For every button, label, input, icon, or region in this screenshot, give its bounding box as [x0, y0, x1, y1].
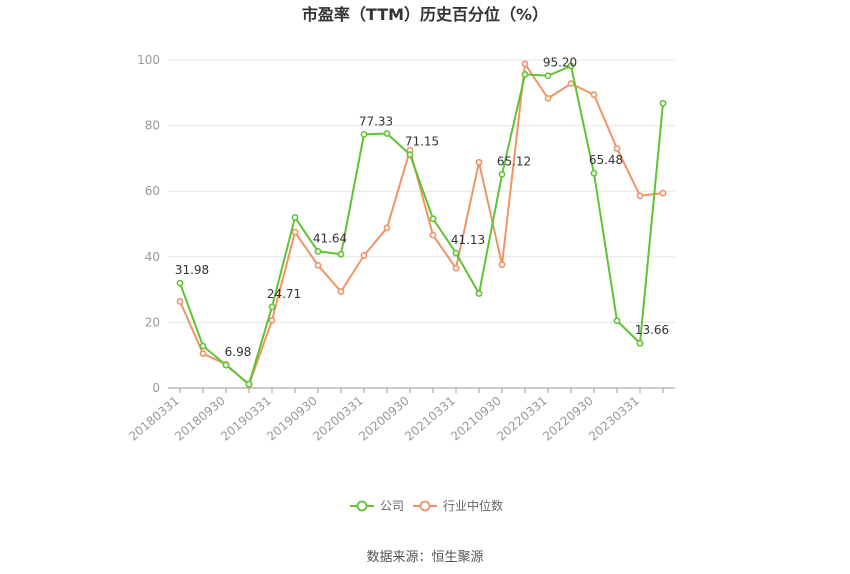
data-point — [383, 130, 391, 137]
x-tick-label: 20190930 — [264, 394, 320, 444]
data-point — [222, 361, 230, 369]
data-point — [613, 145, 621, 152]
y-tick-label: 80 — [145, 119, 160, 133]
data-label: 24.71 — [267, 287, 301, 301]
data-source: 数据来源：恒生聚源 — [366, 550, 483, 565]
data-point — [291, 228, 299, 236]
data-label: 65.12 — [497, 154, 531, 168]
x-tick-label: 20200331 — [310, 394, 366, 444]
data-point — [636, 339, 644, 347]
x-tick-label: 20200930 — [356, 394, 412, 444]
data-point — [659, 99, 667, 107]
data-point — [636, 192, 644, 200]
x-tick-label: 20180930 — [172, 394, 228, 444]
data-point — [176, 279, 184, 287]
series — [176, 60, 667, 389]
data-label: 41.13 — [451, 233, 485, 247]
data-point — [544, 72, 552, 80]
y-tick-label: 60 — [145, 184, 160, 198]
data-point — [337, 288, 345, 295]
axes: 0 20 40 60 80 100 2018033120180930201903312019… — [126, 53, 675, 444]
y-tick-label: 20 — [145, 315, 160, 329]
data-point — [498, 171, 506, 178]
chart-title: 市盈率（TTM）历史百分位（%） — [302, 5, 548, 24]
data-label: 65.48 — [589, 153, 623, 167]
data-label: 41.64 — [313, 231, 347, 245]
data-point — [291, 214, 299, 221]
data-point — [475, 158, 483, 166]
data-point — [360, 130, 368, 138]
data-point — [245, 380, 253, 388]
data-label: 71.15 — [405, 135, 439, 149]
data-label: 95.20 — [543, 56, 577, 70]
data-point — [383, 224, 391, 232]
data-point — [452, 264, 460, 272]
data-point — [268, 303, 276, 311]
data-point — [176, 298, 184, 305]
x-tick-label: 20190331 — [218, 394, 274, 444]
series-line-0 — [179, 64, 664, 386]
data-point — [314, 248, 322, 255]
data-point — [429, 231, 437, 239]
data-point — [544, 94, 552, 102]
data-label: 13.66 — [635, 323, 669, 337]
series-line-1 — [179, 62, 664, 386]
data-point — [406, 151, 414, 159]
data-point — [268, 317, 276, 324]
x-tick-label: 20180331 — [126, 394, 182, 444]
data-point — [337, 250, 345, 258]
data-point — [314, 261, 322, 269]
legend-item-0[interactable]: 公司 — [350, 499, 404, 513]
legend-label: 行业中位数 — [443, 498, 503, 513]
x-tick-label: 20220930 — [540, 394, 596, 444]
x-tick-label: 20210930 — [448, 394, 504, 444]
data-point — [659, 189, 667, 197]
data-point — [590, 91, 598, 99]
data-label: 6.98 — [225, 345, 252, 359]
y-tick-label: 0 — [152, 381, 160, 395]
y-tick-label: 40 — [145, 250, 160, 264]
data-labels: 31.98 6.98 24.71 41.64 77.33 71.15 41.13 65.12 9… — [175, 56, 669, 359]
data-point — [360, 252, 368, 259]
data-label: 31.98 — [175, 263, 209, 277]
data-point — [567, 62, 575, 70]
data-point — [199, 350, 207, 357]
data-point — [521, 71, 529, 78]
data-point — [429, 215, 437, 223]
y-tick-label: 100 — [137, 53, 160, 67]
data-label: 77.33 — [359, 114, 393, 128]
legend-item-1[interactable]: 行业中位数 — [413, 498, 503, 513]
legend-label: 公司 — [380, 499, 404, 513]
data-point — [475, 290, 483, 297]
data-point — [199, 342, 207, 350]
data-point — [567, 80, 575, 88]
legend-marker — [419, 500, 431, 512]
data-point — [613, 317, 621, 325]
x-tick-label: 20210331 — [402, 394, 458, 444]
x-tick-label: 20230331 — [586, 394, 642, 444]
legend-marker — [356, 500, 368, 512]
data-point — [521, 60, 529, 68]
data-point — [452, 249, 460, 257]
x-tick-label: 20220331 — [494, 394, 550, 444]
data-point — [590, 169, 598, 177]
legend[interactable]: 公司 行业中位数 — [350, 498, 503, 513]
data-point — [498, 261, 506, 269]
